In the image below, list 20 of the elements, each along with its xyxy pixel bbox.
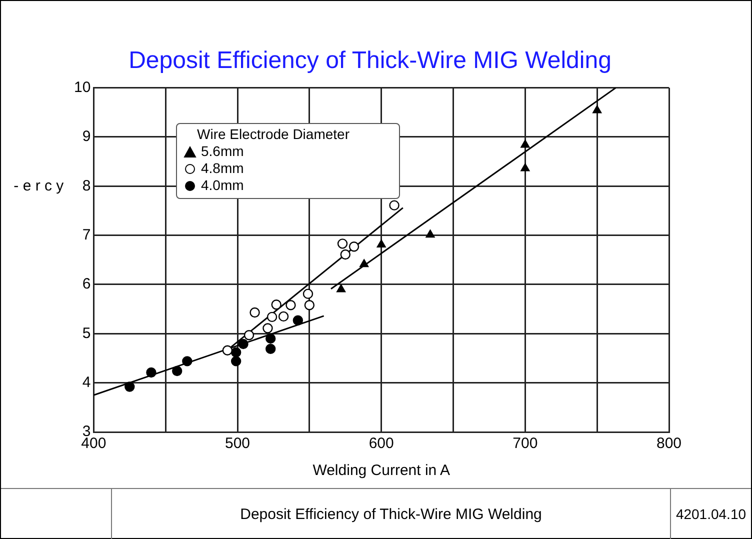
text: 4201.04.10 <box>674 505 748 524</box>
x-tick-label: 800 <box>656 435 682 452</box>
y-tick-label: 8 <box>82 177 91 194</box>
y-tick-label: 4 <box>82 374 91 391</box>
x-tick-label: 500 <box>225 435 250 452</box>
y-tick-label: 6 <box>82 276 91 293</box>
x-tick-label: 600 <box>368 435 394 452</box>
text: Deposit Efficiency of Thick-Wire MIG Welding <box>111 489 671 539</box>
legend-label: 4.8mm <box>201 160 244 177</box>
y-tick-label: 10 <box>74 78 91 96</box>
y-tick-label: 7 <box>82 226 91 244</box>
x-tick-label: 700 <box>512 435 538 452</box>
y-tick-label: 5 <box>82 324 91 342</box>
y-tick-label: 9 <box>82 128 91 146</box>
legend-title: Wire Electrode Diameter <box>197 126 350 143</box>
y-axis-title: - e r c y <box>14 177 64 194</box>
x-axis-title: Welding Current in A <box>312 462 450 480</box>
legend-label: 5.6mm <box>201 143 244 160</box>
legend-label: 4.0mm <box>201 177 244 194</box>
chart-title: Deposit Efficiency of Thick-Wire MIG Welding <box>128 47 612 74</box>
